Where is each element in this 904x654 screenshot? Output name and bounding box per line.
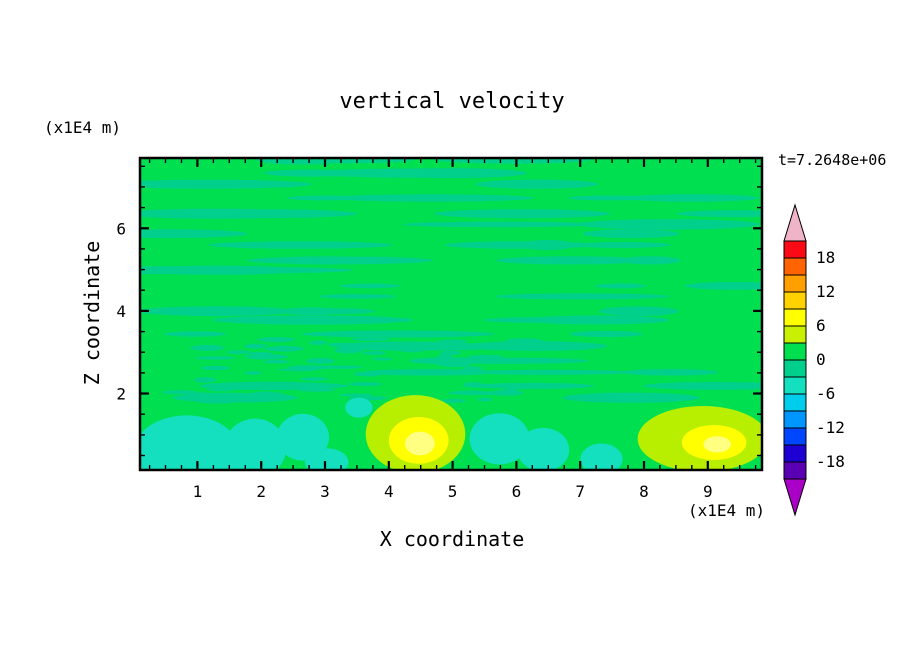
x-tick-label: 5 [448,482,458,501]
colorbar-cell [783,427,807,446]
tick-labels: 1 2 3 4 5 6 7 8 9 2 4 6 [116,219,712,501]
colorbar-label: -6 [816,384,835,403]
x-tick-label: 2 [256,482,266,501]
axis-ticks [140,158,762,470]
colorbar-label: 12 [816,282,835,301]
colorbar-cell [783,376,807,395]
colorbar-label: -12 [816,418,845,437]
colorbar-cell [783,274,807,293]
colorbar-cell [783,342,807,361]
timestamp-label: t=7.2648e+06 [778,151,887,169]
x-tick-label: 4 [384,482,394,501]
x-tick-label: 1 [193,482,203,501]
x-axis-label: X coordinate [379,527,525,551]
plot-frame [138,156,764,472]
x-tick-label: 7 [575,482,585,501]
x-tick-label: 8 [639,482,649,501]
colorbar-cell [783,308,807,327]
colorbar-label: 0 [816,350,826,369]
x-tick-label: 6 [512,482,522,501]
x-axis-unit-label: (x1E4 m) [688,501,766,520]
y-tick-label: 2 [116,385,126,404]
x-tick-label: 3 [320,482,330,501]
colorbar-cell [783,444,807,463]
y-tick-label: 4 [116,302,126,321]
colorbar-labels: 18 12 6 0 -6 -12 -18 [816,248,845,471]
colorbar-cell [783,240,807,259]
colorbar-cell [783,359,807,378]
colorbar-cell [783,325,807,344]
colorbar [783,203,807,517]
plot-title: vertical velocity [339,89,565,114]
contour-field [140,158,762,470]
colorbar-cell [783,393,807,412]
colorbar-cell [783,291,807,310]
y-axis-unit-label: (x1E4 m) [44,118,122,137]
colorbar-cell [783,410,807,429]
colorbar-label: 18 [816,248,835,267]
colorbar-cell [783,257,807,276]
y-axis-label: Z coordinate [80,240,104,386]
colorbar-over-arrow [783,203,807,242]
colorbar-label: -18 [816,452,845,471]
colorbar-label: 6 [816,316,826,335]
x-tick-label: 9 [703,482,713,501]
colorbar-cell [783,461,807,480]
colorbar-under-arrow [783,478,807,517]
y-tick-label: 6 [116,219,126,238]
